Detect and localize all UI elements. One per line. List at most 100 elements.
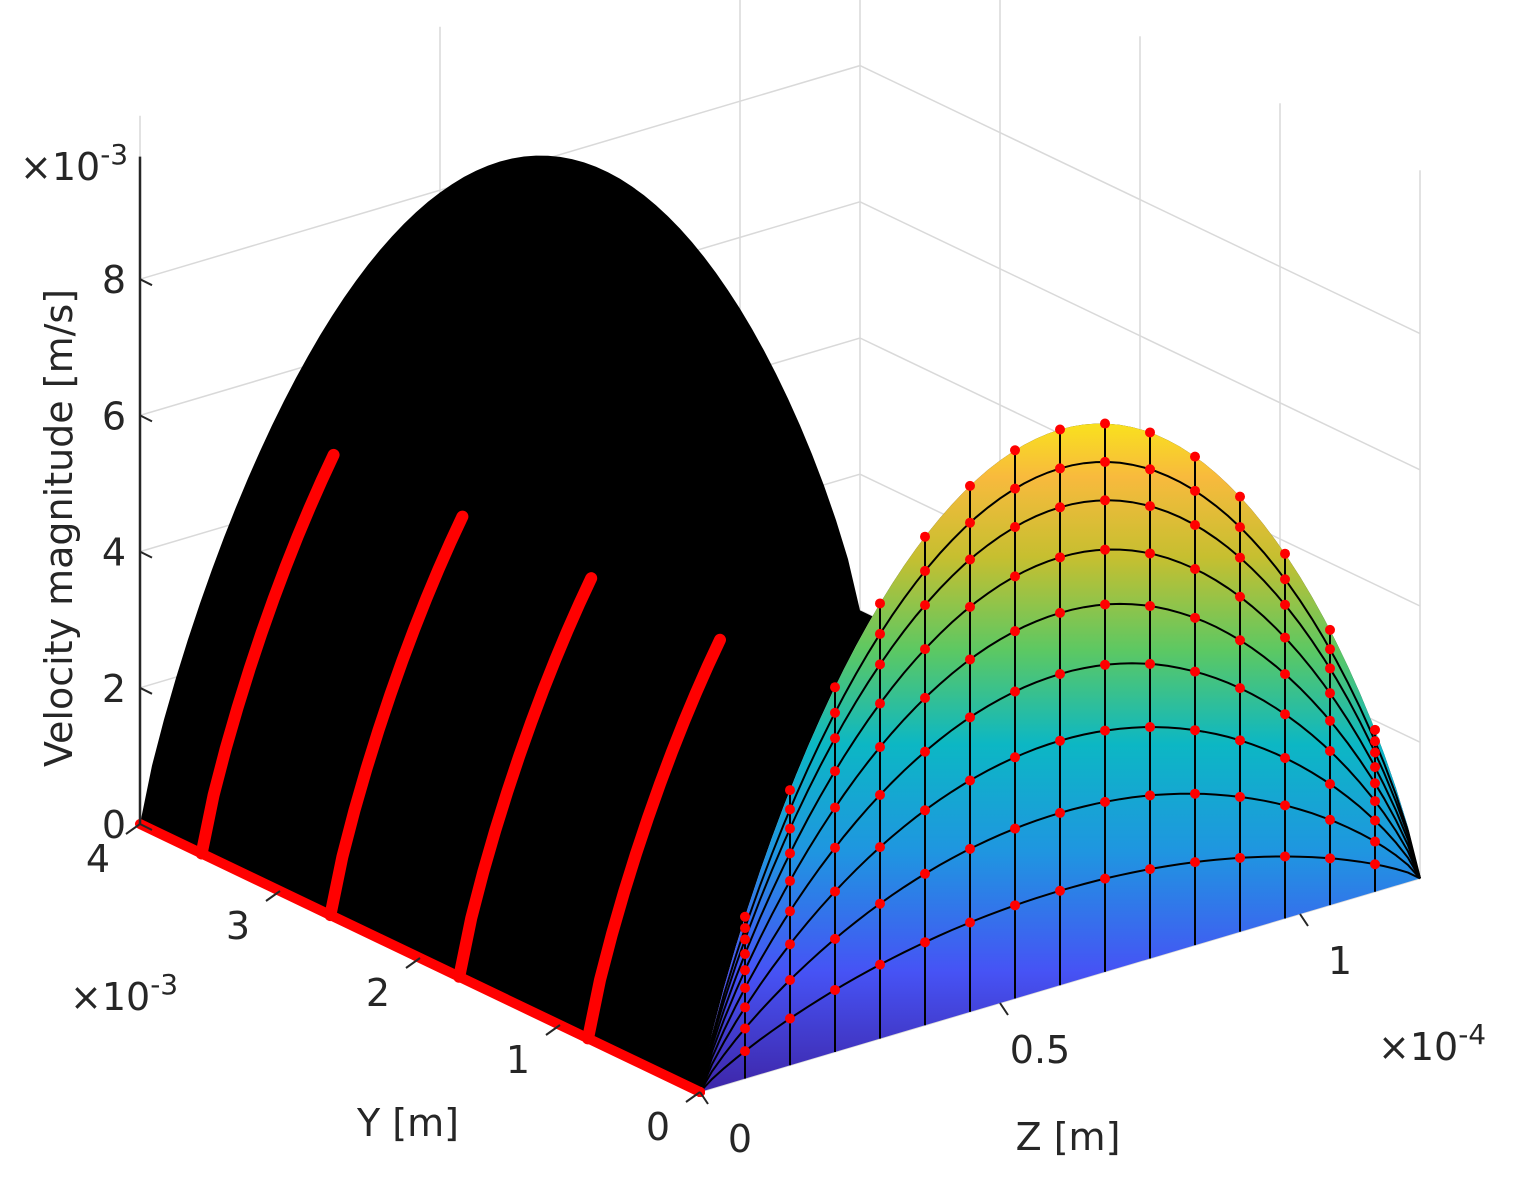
marker-ridge: [195, 448, 340, 860]
marker-point: [1190, 563, 1200, 574]
data-markers: [135, 418, 1380, 1097]
marker-point: [1100, 659, 1110, 670]
marker-point: [1280, 752, 1290, 763]
marker-point: [1235, 791, 1245, 802]
marker-point: [740, 1002, 750, 1013]
marker-point: [830, 984, 840, 995]
marker-point: [920, 565, 930, 576]
marker-point: [1010, 522, 1020, 533]
marker-point: [740, 1023, 750, 1034]
marker-point: [1235, 552, 1245, 563]
marker-point: [920, 746, 930, 757]
marker-point: [1055, 424, 1065, 435]
marker-point: [830, 733, 840, 744]
marker-point: [1145, 548, 1155, 559]
marker-point: [920, 692, 930, 703]
marker-point: [1325, 624, 1335, 635]
z-tick-label: 0: [102, 803, 126, 847]
surface-body: [140, 155, 1420, 1093]
marker-point: [785, 939, 795, 950]
marker-point: [1235, 522, 1245, 533]
marker-point: [965, 712, 975, 723]
marker-point: [1190, 612, 1200, 623]
marker-point: [740, 965, 750, 976]
marker-point: [1370, 747, 1380, 758]
marker-point: [965, 775, 975, 786]
y-axis-label: Y [m]: [356, 1101, 459, 1145]
marker-point: [1190, 485, 1200, 496]
marker-point: [830, 682, 840, 693]
marker-point: [1235, 591, 1245, 602]
marker-point: [965, 554, 975, 565]
marker-point: [1370, 815, 1380, 826]
marker-point: [1325, 644, 1335, 655]
marker-point: [1145, 864, 1155, 875]
marker-point: [1190, 451, 1200, 462]
marker-point: [965, 517, 975, 528]
marker-point: [785, 1013, 795, 1024]
marker-point: [875, 742, 885, 753]
y-tick-mark: [685, 1091, 701, 1103]
marker-point: [1100, 599, 1110, 610]
marker-point: [740, 1046, 750, 1057]
marker-point: [830, 933, 840, 944]
marker-point: [920, 600, 930, 611]
y-tick-label: 1: [506, 1038, 530, 1082]
z-tick-mark: [139, 823, 153, 831]
marker-point: [965, 601, 975, 612]
marker-point: [1010, 686, 1020, 697]
marker-point: [1010, 900, 1020, 911]
marker-point: [1280, 851, 1290, 862]
marker-point: [785, 804, 795, 815]
y-tick-label: 4: [86, 837, 110, 881]
marker-point: [1100, 725, 1110, 736]
marker-point: [1325, 745, 1335, 756]
x-tick-mark: [699, 1091, 709, 1105]
marker-point: [875, 698, 885, 709]
marker-point: [1055, 463, 1065, 474]
z-tick-label: 6: [102, 394, 126, 438]
y-tick-label: 2: [366, 971, 390, 1015]
marker-point: [920, 868, 930, 879]
marker-point: [785, 823, 795, 834]
x-tick-label: 0.5: [1010, 1028, 1070, 1072]
marker-point: [1325, 715, 1335, 726]
marker-point: [785, 875, 795, 886]
z-tick-label: 2: [102, 667, 126, 711]
marker-point: [1370, 724, 1380, 735]
marker-point: [1235, 635, 1245, 646]
marker-point: [1325, 663, 1335, 674]
marker-point: [740, 923, 750, 934]
marker-point: [1190, 520, 1200, 531]
marker-point: [1010, 823, 1020, 834]
grid-line-velocity: [139, 64, 1421, 335]
marker-point: [1325, 688, 1335, 699]
marker-point: [1235, 491, 1245, 502]
marker-point: [1280, 632, 1290, 643]
z-tick-label: 8: [102, 258, 126, 302]
marker-point: [920, 805, 930, 816]
z-tick-mark: [139, 414, 153, 423]
marker-point: [920, 644, 930, 655]
marker-point: [875, 659, 885, 670]
marker-point: [1190, 666, 1200, 677]
z-multiplier-exp: -3: [100, 138, 128, 171]
marker-point: [1370, 859, 1380, 870]
marker-point: [1235, 735, 1245, 746]
marker-point: [830, 707, 840, 718]
y-tick-mark: [125, 823, 141, 835]
marker-point: [1145, 427, 1155, 438]
marker-point: [875, 959, 885, 970]
z-tick-mark: [139, 686, 153, 695]
marker-point: [1370, 778, 1380, 789]
marker-point: [1370, 736, 1380, 747]
marker-point: [875, 898, 885, 909]
y-tick-label: 3: [226, 904, 250, 948]
marker-point: [830, 766, 840, 777]
x-axis-label: Z [m]: [1016, 1115, 1121, 1159]
marker-point: [1010, 626, 1020, 637]
marker-point: [1370, 796, 1380, 807]
marker-ridge: [453, 572, 598, 983]
marker-point: [1325, 853, 1335, 864]
